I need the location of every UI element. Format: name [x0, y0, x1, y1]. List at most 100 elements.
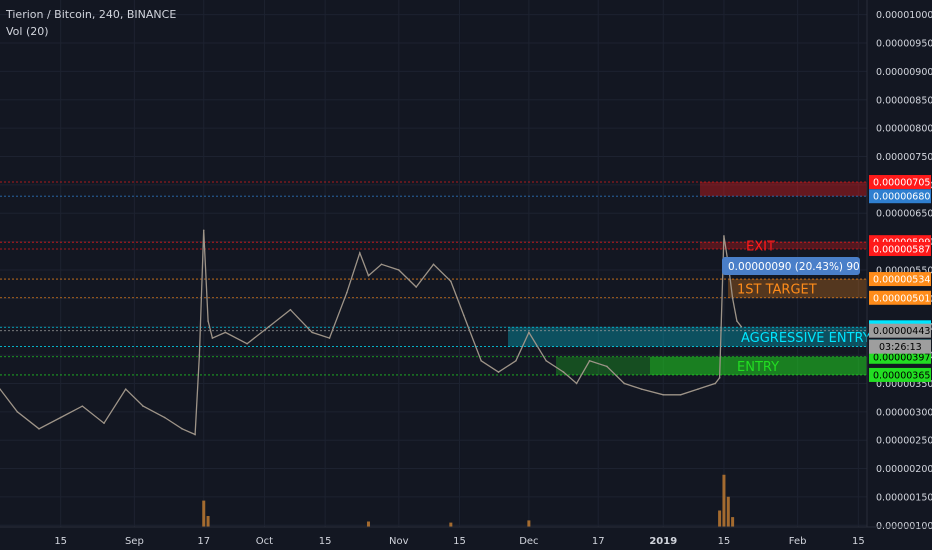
price-point: [380, 263, 383, 266]
price-point: [545, 359, 548, 362]
price-scale-badge-label: 0.00000534: [873, 275, 930, 286]
volume-bar: [726, 496, 730, 527]
price-point: [740, 325, 743, 328]
price-scale-badge-label: 0.00000365: [873, 370, 930, 381]
countdown-label: 03:26:13: [879, 342, 922, 353]
price-scale-tick: 0.00000900: [876, 67, 932, 78]
price-scale-badge: [869, 175, 931, 190]
price-scale-badge-label: 0.00000443: [873, 326, 930, 337]
price-point: [718, 376, 721, 379]
time-axis-tick: 17: [592, 536, 605, 547]
zone-box: [700, 242, 867, 249]
price-point: [623, 382, 626, 385]
volume-bar: [202, 500, 206, 527]
volume-indicator-label: Vol (20): [6, 25, 49, 38]
price-point: [81, 405, 84, 407]
price-scale-tick: 0.00000750: [876, 152, 932, 163]
zone-box: [556, 356, 867, 375]
price-point: [181, 428, 183, 430]
price-scale-badge-label: 0.00000705: [873, 178, 930, 189]
price-point: [575, 382, 578, 385]
volume-bar: [718, 510, 722, 527]
price-point: [497, 371, 500, 373]
price-scale-tick: 0.00000550: [876, 265, 932, 276]
time-axis-tick: 15: [54, 536, 67, 547]
price-scale-tick: 0.00000300: [876, 407, 932, 418]
price-scale-badge: [869, 241, 931, 256]
volume-bar: [449, 522, 453, 527]
price-scale-tick: 0.00000800: [876, 124, 932, 135]
price-point: [194, 433, 196, 436]
symbol-title: Tierion / Bitcoin, 240, BINANCE: [6, 8, 177, 21]
price-scale-tick: 0.00000350: [876, 379, 932, 390]
price-scale-tick: 0.00000200: [876, 464, 932, 475]
price-scale-badge: [869, 367, 931, 382]
time-axis-tick: 15: [453, 536, 466, 547]
price-point: [0, 388, 1, 390]
exit-upper-box: [700, 182, 867, 197]
price-point: [606, 365, 608, 368]
measure-tooltip: [722, 257, 860, 275]
price-point: [528, 331, 530, 334]
countdown-badge: [869, 339, 931, 354]
price-point: [163, 416, 166, 419]
time-axis-tick: 15: [852, 536, 865, 547]
price-point: [224, 331, 227, 334]
price-scale-badge: [869, 189, 931, 204]
price-point: [432, 263, 435, 266]
price-point: [16, 411, 19, 413]
price-point: [202, 229, 205, 232]
price-point: [267, 325, 270, 328]
chart-legend: Tierion / Bitcoin, 240, BINANCE Vol (20): [6, 6, 176, 40]
price-point: [588, 359, 591, 362]
price-point: [359, 252, 361, 254]
price-scale-badge-label: 0.00000501: [873, 293, 930, 304]
price-point: [211, 337, 214, 339]
price-point: [640, 388, 643, 390]
price-scale-tick: 0.00000650: [876, 209, 932, 220]
price-scale-tick: 0.00001000: [876, 10, 932, 21]
time-axis-tick: Oct: [256, 536, 273, 547]
price-point: [450, 280, 452, 283]
price-point: [142, 405, 144, 407]
price-scale-badge-label: 0.00000680: [873, 192, 930, 203]
volume-bar: [722, 474, 726, 527]
volume-bar: [527, 520, 531, 527]
volume-bar: [206, 516, 210, 527]
volume-bar: [731, 517, 735, 527]
volume-bar: [366, 521, 370, 527]
price-scale-tick: 0.00000850: [876, 95, 932, 106]
price-scale-badge: [869, 272, 931, 287]
price-scale-badge-label: 0.00000587: [873, 244, 930, 255]
price-point: [328, 337, 331, 339]
price-point: [697, 388, 699, 390]
price-point: [662, 393, 665, 396]
price-point: [207, 320, 209, 322]
price-point: [562, 371, 565, 373]
price-scale-tick: 0.00000950: [876, 39, 932, 50]
price-point: [246, 342, 248, 345]
price-scale-badge: [869, 290, 931, 305]
price-scale-badge-label: 0.00000397: [873, 352, 930, 363]
price-point: [463, 314, 465, 317]
price-point: [679, 393, 682, 396]
price-point: [415, 286, 417, 288]
time-axis-tick: 17: [197, 536, 210, 547]
zone-label: EXIT: [746, 240, 775, 255]
time-axis-tick: Nov: [389, 536, 409, 547]
zone-box-highlight: [650, 356, 867, 375]
price-scale-tick: 0.00000150: [876, 492, 932, 503]
price-scale-tick: 0.00000250: [876, 436, 932, 447]
price-point: [515, 359, 517, 362]
price-scale-badge: [869, 323, 931, 338]
time-axis-tick: Feb: [789, 536, 807, 547]
price-point: [398, 269, 400, 271]
price-point: [731, 297, 734, 300]
zone-label: AGGRESSIVE ENTRY: [741, 331, 871, 346]
price-point: [124, 388, 127, 390]
zone-box: [508, 327, 867, 347]
price-point: [346, 291, 348, 294]
zone-box: [728, 279, 867, 298]
